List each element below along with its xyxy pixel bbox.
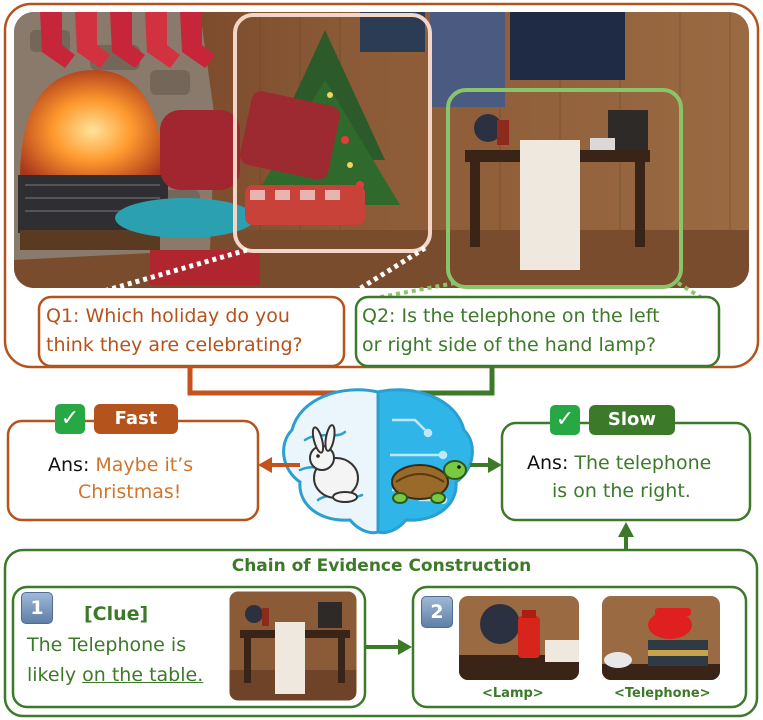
fast-ans-key: Ans: <box>48 454 90 476</box>
slow-answer-line2: is on the right. <box>552 480 691 502</box>
q2-box <box>354 295 721 368</box>
step2-number-badge: 2 <box>421 596 453 628</box>
telephone-photo <box>602 596 720 680</box>
step1-number-badge: 1 <box>21 592 53 624</box>
rabbit-icon <box>309 424 359 503</box>
fast-answer-line2: Christmas! <box>78 481 182 503</box>
q1-connector-left <box>54 247 248 308</box>
fast-ans-text1: Maybe it’s <box>95 454 194 476</box>
lamp-caption: <Lamp> <box>482 686 544 701</box>
slow-check-icon: ✓ <box>550 405 580 435</box>
desk-highlight-box <box>446 88 683 289</box>
step2-box <box>411 585 748 709</box>
clue-heading: [Clue] <box>84 603 149 625</box>
clue-line2-underlined: on the table. <box>82 664 204 686</box>
q1-text-line1: Q1: Which holiday do you <box>46 305 290 327</box>
slow-ans-text1: The telephone <box>574 452 712 474</box>
living-room-photo <box>14 12 749 288</box>
q1-text-line2: think they are celebrating? <box>46 334 303 356</box>
telephone-caption: <Telephone> <box>614 686 711 701</box>
fast-check-icon: ✓ <box>55 404 85 434</box>
slow-tag: Slow <box>589 405 675 435</box>
fast-answer-line1: Ans: Maybe it’s <box>48 454 193 476</box>
desk-photo <box>229 591 357 701</box>
q2-text-line1: Q2: Is the telephone on the left <box>362 305 660 327</box>
slow-answer-line1: Ans: The telephone <box>527 452 711 474</box>
clue-line2-prefix: likely <box>27 664 83 686</box>
slow-ans-key: Ans: <box>527 452 569 474</box>
turtle-icon <box>391 460 467 504</box>
q2-text-line2: or right side of the hand lamp? <box>362 334 657 356</box>
fast-tag: Fast <box>94 404 178 434</box>
clue-line1: The Telephone is <box>27 634 187 656</box>
chain-frame <box>3 548 759 718</box>
desk-photo-border <box>228 590 358 702</box>
lamp-photo <box>459 596 579 680</box>
chain-title: Chain of Evidence Construction <box>231 556 532 576</box>
clue-line2: likely on the table. <box>27 664 203 686</box>
tree-highlight-box <box>233 13 432 253</box>
q1-box <box>37 295 346 368</box>
